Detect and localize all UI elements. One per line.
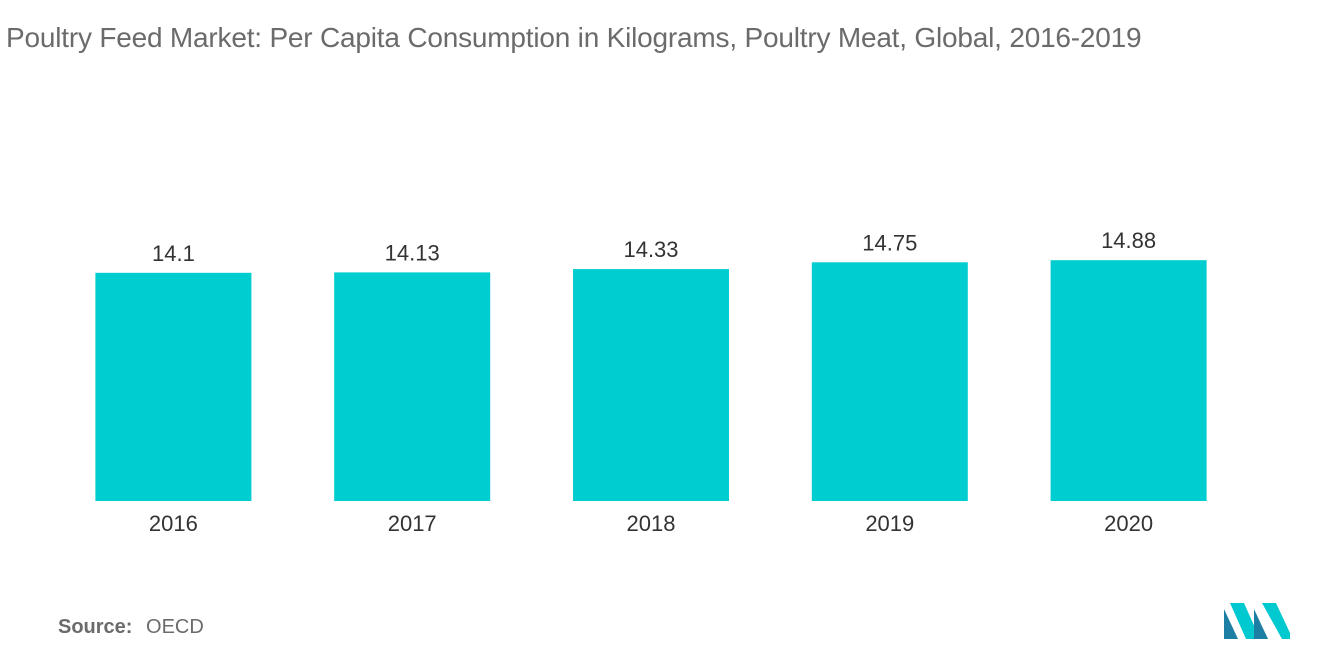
source-note: Source: OECD (58, 616, 204, 639)
source-label: Source: (58, 616, 133, 638)
bar-2016 (95, 272, 252, 501)
bars-group (95, 260, 1207, 501)
value-label-2020: 14.88 (1101, 228, 1156, 253)
bar-2020 (1050, 260, 1207, 501)
bar-2019 (811, 262, 968, 501)
mordor-intelligence-logo-icon (1224, 603, 1290, 639)
x-tick-label-2018: 2018 (627, 511, 676, 536)
value-labels-group: 14.1 14.13 14.33 14.75 14.88 (152, 228, 1156, 266)
value-label-2018: 14.33 (623, 237, 678, 262)
chart-title: Poultry Feed Market: Per Capita Consumpt… (6, 22, 1142, 53)
x-axis-tick-labels: 2016 2017 2018 2019 2020 (149, 511, 1153, 536)
value-label-2017: 14.13 (385, 240, 440, 265)
value-label-2019: 14.75 (862, 230, 917, 255)
x-tick-label-2017: 2017 (388, 511, 437, 536)
x-tick-label-2020: 2020 (1104, 511, 1153, 536)
source-value: OECD (146, 616, 204, 638)
x-tick-label-2016: 2016 (149, 511, 198, 536)
x-tick-label-2019: 2019 (865, 511, 914, 536)
value-label-2016: 14.1 (152, 241, 195, 266)
bar-2018 (573, 269, 729, 501)
bar-2017 (334, 272, 491, 501)
